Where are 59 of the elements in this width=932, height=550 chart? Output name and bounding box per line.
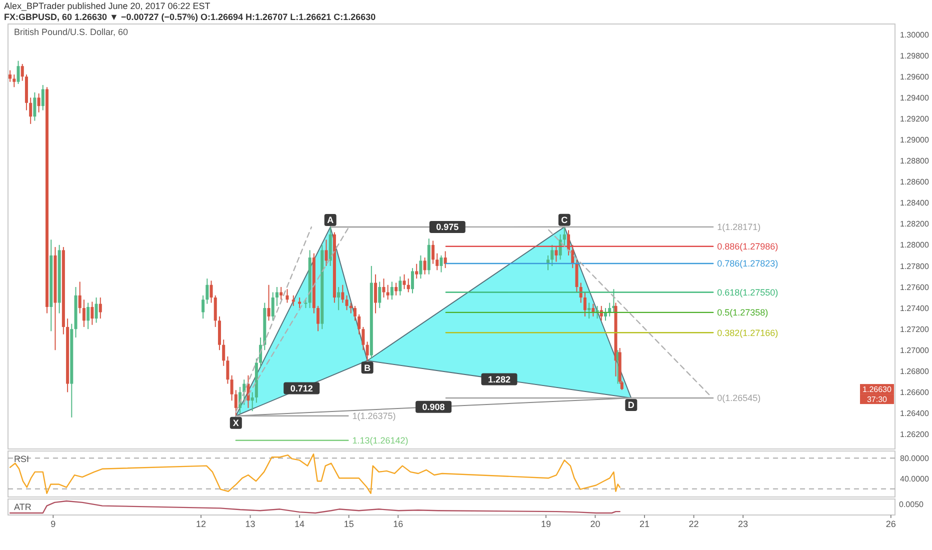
y-tick-label: 1.26800 [900,366,930,376]
series-label: 1(1.28171) [717,222,761,232]
x-tick-label: 21 [639,519,650,529]
annotation: 0.712 [290,383,313,394]
series-label: 0.382(1.27166) [717,328,778,338]
y-tick-label: 1.27400 [900,304,930,313]
x-tick-label: 19 [540,519,551,529]
annotation: 1.26630 [862,384,892,394]
x-tick-label: 14 [294,519,305,529]
x-tick-label: 13 [245,519,256,529]
annotation: 0.908 [422,402,445,412]
annotation: 1.282 [488,374,511,384]
x-tick-label: 22 [688,519,699,529]
annotation: British Pound/U.S. Dollar, 60 [14,27,128,37]
series-label: 0.886(1.27986) [717,242,778,252]
y-tick-label: 1.27200 [900,324,930,334]
annotation: B [364,362,372,373]
annotation: ATR [14,502,32,512]
y-tick-label: 1.26200 [900,430,930,440]
annotation: RSI [14,454,30,464]
y-tick-label: 80.0000 [900,454,930,463]
y-tick-label: 1.28800 [900,156,930,166]
x-tick-label: 23 [738,519,748,529]
y-tick-label: 1.27000 [900,346,930,355]
series-label: 1.13(1.26142) [352,436,408,446]
y-tick-label: 1.28200 [900,220,930,229]
y-tick-label: 1.29800 [900,51,930,60]
chart-title: Alex_BPTrader published June 20, 2017 06:22 EST [4,1,211,11]
x-tick-label: 20 [590,519,600,529]
x-tick-label: 12 [196,519,206,529]
annotation: 37:30 [866,394,888,404]
x-tick-label: 16 [393,519,404,529]
y-tick-label: 1.29200 [900,114,930,124]
y-tick-label: 1.29600 [900,72,930,82]
text: 0.0050 [899,500,924,509]
y-tick-label: 1.30000 [900,30,930,40]
series-label: 1(1.26375) [352,411,396,422]
y-tick-label: 1.26400 [900,409,930,418]
y-tick-label: 1.27800 [900,262,930,271]
y-tick-label: 1.28600 [900,178,930,187]
x-tick-label: 26 [886,519,896,529]
annotation: C [561,215,568,226]
annotation: A [327,215,334,226]
annotation: X [232,418,239,428]
y-tick-label: 1.29000 [900,136,930,145]
series-label: 0.5(1.27358) [717,308,768,318]
y-tick-label: 40.0000 [900,474,930,484]
series-label: 0.786(1.27823) [717,258,778,269]
y-tick-label: 1.28400 [900,198,930,208]
y-tick-label: 1.28000 [900,240,930,250]
annotation: D [628,400,635,410]
y-tick-label: 1.27600 [900,282,930,292]
y-tick-label: 1.29400 [900,93,930,102]
x-tick-label: 9 [50,519,56,529]
series-label: 0.618(1.27550) [717,287,778,298]
x-tick-label: 15 [344,519,354,529]
series-label: 0(1.26545) [717,393,761,404]
chart-subtitle: FX:GBPUSD, 60 1.26630 ▼ −0.00727 (−0.57%) O:1.26694 H:1.26707 L:1.26621 C:1.26630 [4,12,376,22]
y-tick-label: 1.26600 [900,388,930,397]
